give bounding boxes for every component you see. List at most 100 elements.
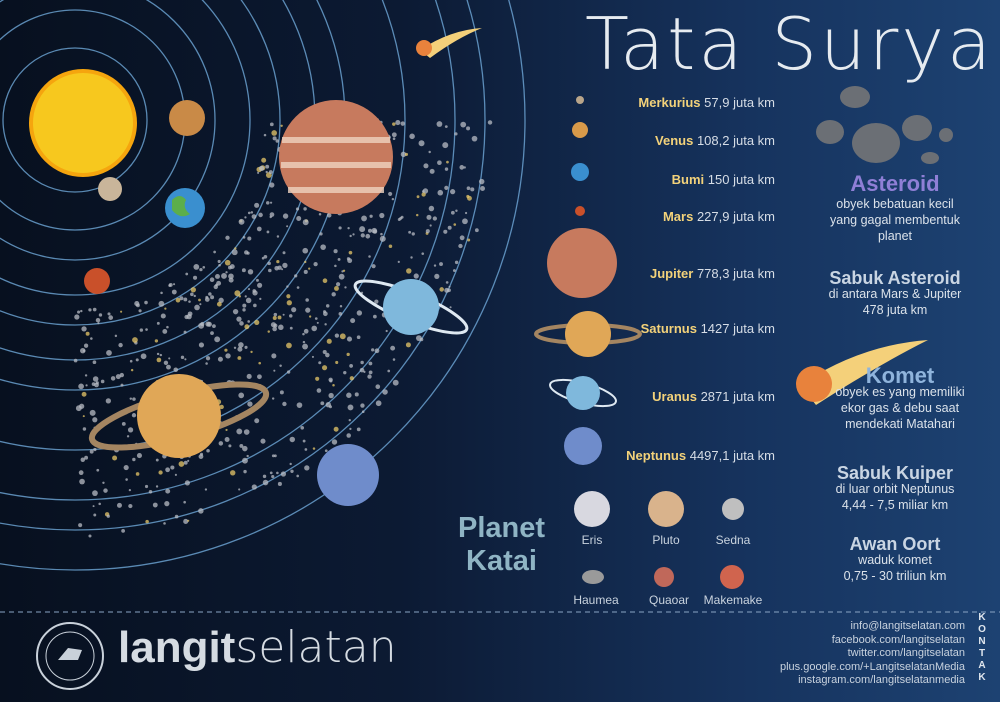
- belt-dot: [444, 167, 449, 171]
- belt-dot: [423, 163, 429, 169]
- kuiper-title: Sabuk Kuiper: [836, 463, 954, 483]
- belt-dot: [78, 523, 83, 528]
- belt-dot: [210, 295, 215, 300]
- belt-dot: [93, 447, 97, 452]
- belt-dot: [155, 485, 159, 488]
- belt-dot: [106, 514, 110, 518]
- belt-dot: [359, 367, 365, 373]
- belt-dot: [316, 321, 319, 324]
- belt-dot: [267, 261, 271, 266]
- belt-dot: [154, 339, 159, 343]
- belt-dot: [471, 135, 478, 142]
- belt-dot: [328, 392, 334, 399]
- contact-facebook[interactable]: facebook.com/langitselatan: [831, 633, 965, 646]
- belt-dot: [163, 522, 166, 525]
- belt-dot: [80, 457, 86, 462]
- planet-distance: 4497,1 juta km: [689, 448, 775, 463]
- belt-dot: [254, 319, 260, 326]
- belt-dot: [218, 441, 224, 446]
- belt-dot: [392, 122, 396, 126]
- belt-dot: [155, 458, 159, 462]
- oort-info: Awan Oort waduk komet 0,75 - 30 triliun km: [800, 534, 990, 584]
- belt-dot: [262, 479, 269, 486]
- belt-dot: [252, 290, 258, 296]
- belt-dot: [221, 273, 227, 279]
- belt-dot: [464, 211, 468, 215]
- contact-email[interactable]: info@langitselatan.com: [850, 620, 965, 632]
- belt-dot: [382, 389, 388, 395]
- belt-dot: [213, 250, 216, 254]
- belt-dot: [304, 465, 310, 471]
- belt-dot: [199, 303, 202, 306]
- belt-dot: [428, 205, 435, 212]
- belt-dot: [129, 397, 133, 400]
- belt-dot: [421, 190, 425, 193]
- dwarf-eris: Eris: [581, 533, 603, 547]
- belt-dot: [90, 337, 93, 340]
- belt-dot: [160, 291, 163, 295]
- belt-dot: [410, 256, 413, 259]
- belt-dot: [400, 121, 405, 126]
- belt-dot: [380, 232, 383, 236]
- belt-dot: [188, 300, 191, 303]
- belt-dot: [84, 455, 89, 460]
- belt-dot: [290, 469, 294, 473]
- belt-dot: [247, 401, 253, 407]
- belt-dot: [204, 488, 208, 491]
- belt-dot: [273, 369, 276, 372]
- belt-dot: [360, 233, 365, 238]
- belt-dot: [411, 232, 415, 236]
- belt-dot: [92, 376, 99, 382]
- belt-dot: [311, 355, 315, 358]
- belt-dot: [326, 213, 332, 218]
- brand-light: selatan: [235, 622, 397, 673]
- oort-title: Awan Oort: [849, 534, 941, 554]
- belt-dot: [224, 437, 230, 442]
- belt-dot: [251, 484, 257, 490]
- belt-dot: [308, 267, 311, 270]
- asteroid-info: Asteroid obyek bebatuan kecil yang gagal …: [800, 173, 990, 244]
- belt-dot: [462, 218, 468, 225]
- belt-dot: [244, 345, 248, 349]
- belt-dot: [215, 283, 218, 287]
- heading-line: Katai: [466, 545, 537, 577]
- contact-googleplus[interactable]: plus.google.com/+LangitselatanMedia: [780, 660, 965, 673]
- belt-dot: [165, 467, 170, 473]
- belt-dot: [369, 214, 373, 218]
- belt-dot: [409, 133, 415, 140]
- planet-name: Uranus: [652, 389, 697, 404]
- comet-small: [420, 28, 482, 58]
- belt-dot: [272, 315, 277, 321]
- belt-dot: [466, 194, 470, 199]
- belt-dot: [95, 317, 101, 323]
- belt-dot: [470, 187, 475, 192]
- belt-dot: [92, 360, 97, 365]
- belt-dot: [446, 160, 449, 164]
- belt-dot: [200, 321, 205, 327]
- belt-dot: [242, 445, 248, 452]
- comet-title: Komet: [865, 363, 935, 388]
- belt-dot: [84, 374, 88, 377]
- belt-dot: [282, 213, 289, 219]
- belt-dot: [269, 182, 275, 188]
- belt-dot: [375, 384, 381, 390]
- contact-instagram[interactable]: instagram.com/langitselatanmedia: [798, 674, 965, 686]
- belt-dot: [349, 376, 354, 381]
- belt-dot: [206, 448, 210, 453]
- belt-dot: [265, 170, 268, 174]
- belt-dot: [365, 233, 371, 239]
- belt-dot: [132, 337, 138, 343]
- belt-dot: [324, 449, 328, 453]
- contact-twitter[interactable]: twitter.com/langitselatan: [847, 647, 965, 659]
- belt-dot: [166, 364, 171, 370]
- belt-dot: [265, 164, 270, 169]
- belt-dot: [350, 318, 356, 324]
- belt-dot: [320, 244, 326, 250]
- belt-dot: [261, 157, 267, 163]
- planet-name: Venus: [655, 133, 694, 148]
- planet-distance: 150 juta km: [707, 172, 775, 187]
- belt-dot: [346, 433, 351, 438]
- belt-dot: [356, 427, 361, 432]
- belt-dot: [183, 330, 187, 334]
- belt-dot: [118, 342, 123, 348]
